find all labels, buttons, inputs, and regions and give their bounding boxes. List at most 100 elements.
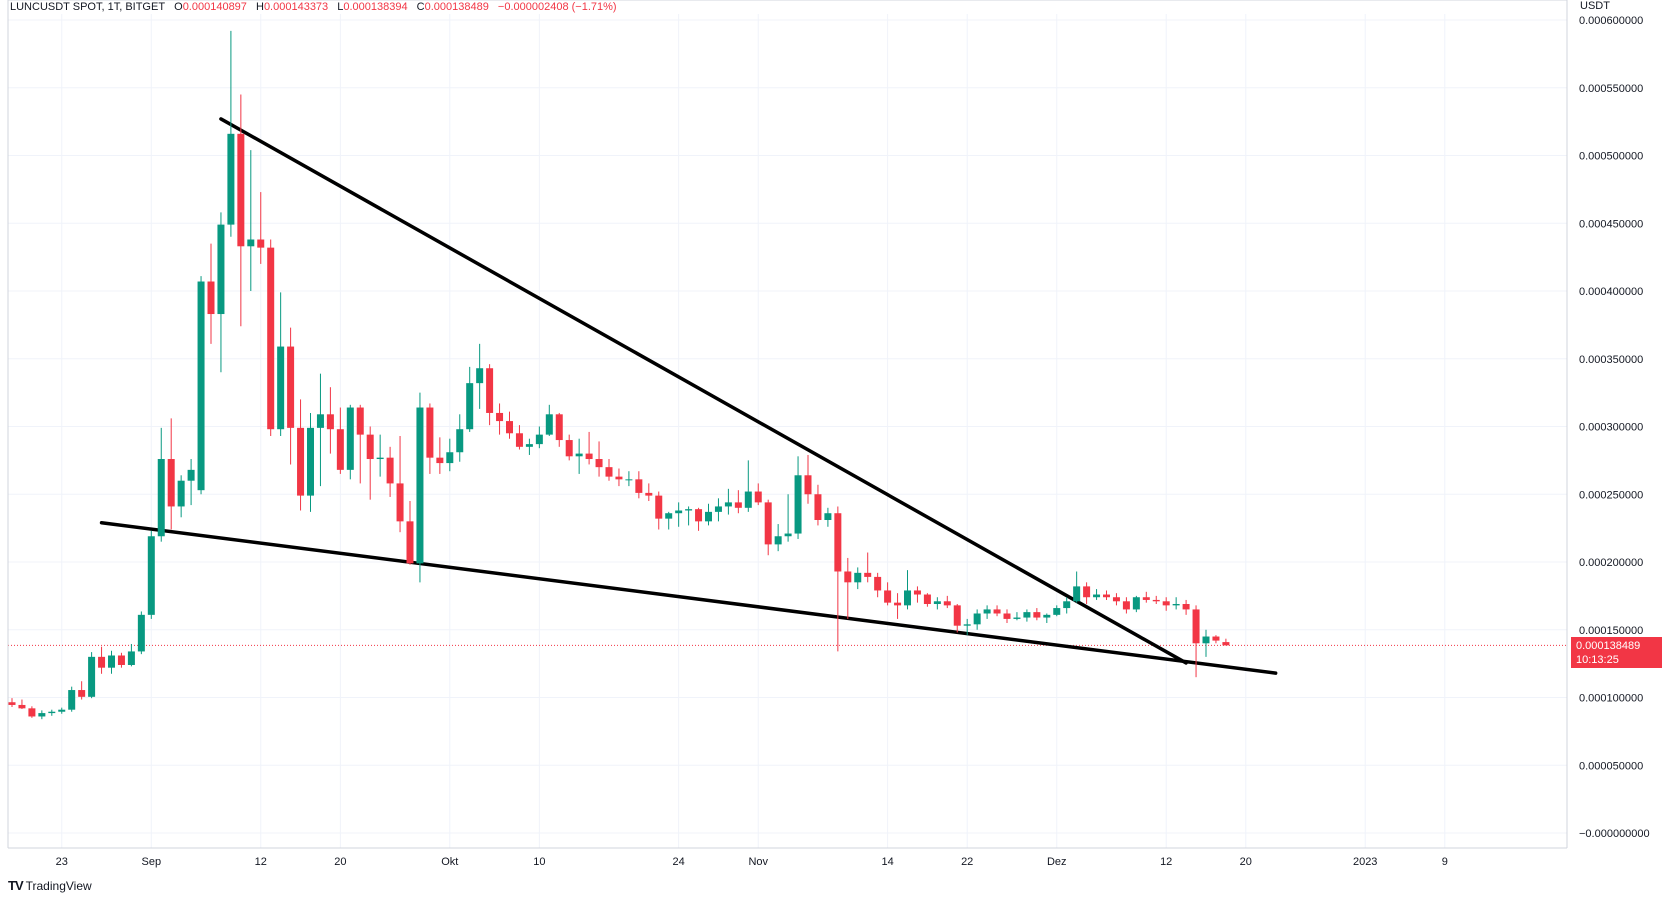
candle-down — [1033, 608, 1041, 621]
low-label: L — [337, 1, 344, 13]
candle-down — [426, 403, 434, 474]
candle-body — [834, 513, 842, 572]
candle-up — [376, 434, 384, 477]
candle-down — [366, 426, 374, 500]
candle-up — [1053, 605, 1061, 617]
candle-down — [1222, 638, 1230, 646]
symbol-header: LUNCUSDT SPOT, 1T, BITGET O0.000140897 H… — [10, 1, 623, 13]
candle-up — [904, 570, 911, 610]
countdown-timer: 10:13:25 — [1576, 654, 1619, 666]
candle-up — [625, 471, 633, 487]
candle-up — [316, 373, 324, 487]
candle-down — [78, 681, 86, 700]
candle-up — [88, 652, 96, 699]
x-tick-label: 2023 — [1353, 856, 1377, 868]
candle-up — [724, 488, 732, 515]
candle-body — [575, 453, 583, 457]
candle-body — [177, 480, 185, 507]
candle-up — [933, 597, 941, 610]
candle-body — [396, 483, 404, 522]
candle-up — [38, 710, 46, 720]
candle-body — [973, 613, 981, 625]
candle-body — [545, 414, 553, 435]
candle-up — [1023, 609, 1031, 622]
x-tick-label: 12 — [255, 856, 267, 868]
candle-body — [675, 510, 683, 514]
candle-up — [476, 343, 484, 409]
candle-down — [18, 699, 26, 710]
candle-body — [774, 536, 782, 545]
candle-body — [1043, 614, 1051, 618]
candle-up — [177, 475, 185, 518]
candle-body — [645, 492, 653, 496]
candle-up — [685, 506, 693, 526]
candle-body — [8, 702, 16, 705]
candle-up — [525, 438, 533, 455]
candle-body — [1013, 617, 1021, 619]
candle-up — [68, 686, 76, 712]
candle-down — [515, 425, 523, 450]
candle-up — [535, 426, 543, 449]
candle-body — [1093, 594, 1101, 598]
candle-up — [1043, 613, 1051, 623]
x-tick-label: 9 — [1442, 856, 1448, 868]
candle-up — [187, 459, 195, 506]
candle-body — [744, 491, 752, 508]
candle-body — [416, 407, 424, 564]
candle-down — [1192, 605, 1200, 678]
candle-up — [1013, 612, 1021, 621]
last-price-value: 0.000138489 — [1576, 640, 1641, 652]
x-tick-label: 22 — [961, 856, 973, 868]
open-value: 0.000140897 — [182, 1, 247, 13]
candle-up — [973, 609, 981, 630]
candle-down — [167, 418, 175, 530]
candle-body — [1003, 613, 1011, 619]
candle-body — [585, 453, 593, 460]
candle-body — [1023, 612, 1031, 618]
candle-down — [695, 507, 703, 531]
candle-up — [247, 150, 255, 291]
candle-body — [147, 536, 155, 615]
candle-body — [336, 429, 344, 470]
candle-body — [1172, 604, 1180, 606]
x-tick-label: Nov — [748, 856, 768, 868]
candle-down — [615, 468, 623, 487]
candle-body — [98, 656, 106, 668]
brand-name: TradingView — [25, 878, 92, 893]
candle-body — [1142, 597, 1150, 600]
candle-down — [993, 605, 1001, 617]
candle-up — [217, 212, 225, 373]
candle-down — [913, 586, 921, 603]
price-unit: USDT — [1580, 0, 1610, 12]
candle-down — [486, 364, 494, 426]
y-tick-label: 0.000100000 — [1579, 693, 1643, 705]
tradingview-logo-icon: TV — [8, 878, 24, 893]
y-tick-label: 0.000150000 — [1579, 625, 1643, 637]
candle-down — [834, 506, 842, 652]
candle-body — [1162, 601, 1170, 606]
candle-up — [714, 498, 722, 522]
candle-body — [1152, 599, 1160, 602]
candle-body — [754, 491, 762, 503]
candle-down — [565, 434, 573, 461]
candle-down — [764, 499, 772, 556]
candle-up — [48, 709, 56, 716]
candle-body — [1212, 636, 1220, 641]
candle-body — [515, 433, 523, 447]
candle-down — [1103, 590, 1110, 600]
candle-down — [326, 387, 334, 454]
chart-axes: 0.000600000 0.000550000 0.000500000 0.00045… — [7, 0, 1650, 868]
candle-up — [1132, 595, 1140, 613]
candle-down — [98, 646, 106, 674]
candle-body — [197, 281, 205, 491]
tradingview-brand[interactable]: TV TradingView — [8, 878, 92, 893]
candle-down — [1212, 635, 1220, 644]
candle-body — [356, 407, 364, 435]
candle-up — [824, 507, 832, 527]
symbol-label: LUNCUSDT SPOT, 1T, BITGET — [10, 1, 166, 13]
open-label: O — [174, 1, 183, 13]
candle-body — [267, 247, 275, 430]
x-tick-label: Dez — [1047, 856, 1067, 868]
candle-body — [506, 421, 513, 434]
